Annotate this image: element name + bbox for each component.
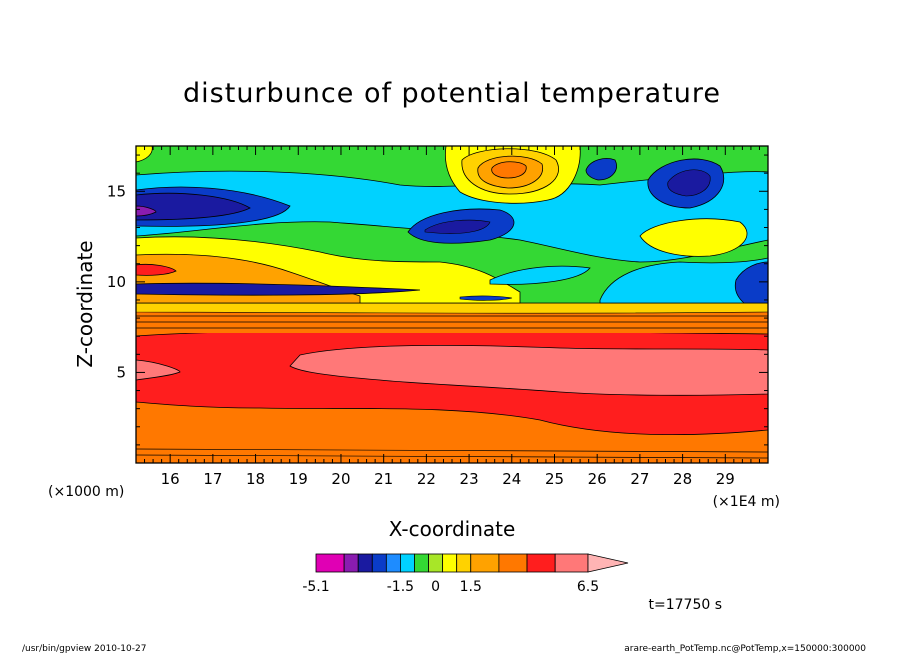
x-tick-label: 28 (673, 470, 692, 488)
colorbar-label: 0 (431, 579, 440, 595)
region-cyan-right (599, 257, 768, 304)
y-tick-label: 15 (107, 182, 126, 200)
x-tick-label: 23 (460, 470, 479, 488)
colorbar-swatch (385, 553, 401, 573)
colorbar-extension-arrow (587, 553, 629, 573)
x-tick-label: 29 (716, 470, 735, 488)
colorbar-labels: -5.1 -1.5 0 1.5 6.5 (302, 579, 599, 595)
region-red-patch (136, 263, 177, 276)
region-blue-small (585, 158, 617, 181)
region-yellow-strip (136, 302, 768, 314)
x-unit-right: (×1E4 m) (713, 494, 780, 510)
colorbar-swatch (315, 553, 345, 573)
y-axis-ticks: 5 10 15 (107, 154, 768, 464)
x-unit-left: (×1000 m) (48, 484, 124, 500)
x-tick-label: 20 (331, 470, 350, 488)
colorbar-swatch (456, 553, 472, 573)
x-tick-label: 16 (161, 470, 180, 488)
time-label: t=17750 s (649, 597, 723, 613)
region-magenta-left (136, 205, 157, 217)
region-pink-left (136, 359, 181, 381)
colorbar-swatch (414, 553, 429, 573)
x-tick-label: 18 (246, 470, 265, 488)
region-darkorange-top (491, 161, 527, 179)
colorbar-swatch (371, 553, 387, 573)
x-tick-label: 24 (502, 470, 521, 488)
x-tick-label: 17 (203, 470, 222, 488)
colorbar-swatch (498, 553, 528, 573)
y-axis-label: Z-coordinate (73, 240, 97, 367)
y-tick-label: 10 (107, 273, 126, 291)
colorbar-swatch (442, 553, 458, 573)
colorbar-swatch (357, 553, 373, 573)
region-blue-streak (136, 282, 421, 296)
colorbar-swatch (554, 553, 589, 573)
colorbar-swatch (526, 553, 556, 573)
chart-title: disturbunce of potential temperature (183, 78, 721, 109)
x-tick-label: 25 (545, 470, 564, 488)
colorbar-label: 1.5 (460, 579, 482, 595)
region-blue-lower-right (734, 261, 768, 304)
region-yellow-right (639, 218, 748, 257)
x-axis-label: X-coordinate (389, 517, 516, 541)
colorbar (315, 553, 629, 573)
colorbar-swatch (343, 553, 359, 573)
x-tick-label: 19 (289, 470, 308, 488)
colorbar-swatch (428, 553, 444, 573)
footer-left: /usr/bin/gpview 2010-10-27 (22, 644, 146, 654)
footer-right: arare-earth_PotTemp.nc@PotTemp,x=150000:… (624, 644, 866, 654)
region-navy-center (424, 219, 491, 234)
region-cyan-mid (489, 265, 591, 285)
x-tick-label: 26 (588, 470, 607, 488)
x-tick-label: 27 (630, 470, 649, 488)
region-blue-streak-2 (459, 295, 513, 301)
region-navy-right (667, 169, 711, 197)
region-navy-left (136, 192, 251, 221)
colorbar-label: 6.5 (577, 579, 599, 595)
colorbar-label: -5.1 (302, 579, 329, 595)
x-axis-ticks: 16 17 18 19 20 21 22 23 24 25 26 27 28 29 (135, 146, 769, 488)
contour-field (136, 146, 768, 463)
colorbar-label: -1.5 (387, 579, 414, 595)
region-pink-band (289, 345, 768, 396)
colorbar-swatch (400, 553, 415, 573)
colorbar-swatch (470, 553, 500, 573)
y-tick-label: 5 (116, 363, 126, 381)
x-tick-label: 22 (417, 470, 436, 488)
x-tick-label: 21 (374, 470, 393, 488)
